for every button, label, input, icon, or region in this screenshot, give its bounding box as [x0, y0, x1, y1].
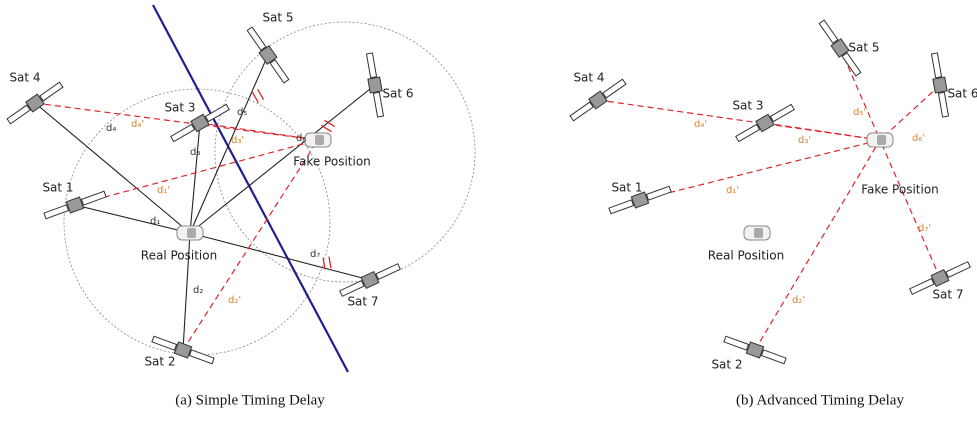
spoofed-distance-label: d₁' [157, 185, 170, 196]
solar-panel [7, 105, 30, 124]
satellite-label: Sat 3 [732, 99, 763, 113]
satellite [5, 80, 64, 127]
satellite-label: Sat 2 [711, 358, 742, 372]
car-window [754, 228, 763, 238]
sat-body [368, 77, 382, 93]
satellite-label: Sat 4 [9, 71, 40, 85]
spoofed-distance-label: d₂' [792, 295, 805, 306]
car [744, 226, 770, 240]
car-window [187, 228, 196, 238]
distance-label: d₂ [193, 285, 203, 296]
solar-panel [609, 200, 634, 214]
spoofed-distance-label: d₅' [853, 107, 866, 118]
solar-panel [247, 27, 266, 50]
car [867, 133, 893, 147]
labels: Sat 4 Sat 3 Sat 1 Sat 5 Sat 6 Sat 7 Sat 2 Real … [9, 11, 977, 409]
solar-panel [570, 102, 593, 121]
solar-panel [171, 124, 195, 141]
delay-mark [258, 89, 264, 99]
satellite-label: Sat 5 [848, 41, 879, 55]
fake-position-label: Fake Position [293, 155, 371, 169]
car-window [877, 135, 886, 145]
solar-panel [205, 104, 229, 121]
delay-mark [321, 125, 331, 131]
solar-panel [761, 350, 786, 364]
solar-panel [189, 350, 214, 364]
caption: (b) Advanced Timing Delay [736, 392, 904, 408]
solar-panel [366, 53, 376, 78]
solar-panel [81, 191, 106, 205]
spoofed-distance-label: d₂' [228, 295, 241, 306]
satellite-label: Sat 2 [144, 355, 175, 369]
satellite-label: Sat 4 [573, 71, 604, 85]
spoofed-distance-label: d₇' [918, 223, 931, 234]
solar-panel [842, 53, 861, 76]
solar-panel [40, 82, 63, 101]
solar-panel [819, 20, 838, 43]
spoofed-distance-label: d₃' [231, 135, 244, 146]
distance-label: d₃ [190, 147, 200, 158]
solar-panel [270, 60, 289, 83]
figure: Sat 4 Sat 3 Sat 1 Sat 5 Sat 6 Sat 7 Sat 2 Real … [0, 0, 977, 421]
spoofed-distance-label: d₄' [694, 119, 707, 130]
solar-panel [770, 104, 794, 121]
solar-panel [910, 279, 934, 295]
satellite-label: Sat 1 [611, 181, 642, 195]
sat-body [933, 77, 947, 93]
satellite-label: Sat 6 [947, 87, 977, 101]
spoofed-distance-label: d₃' [798, 135, 811, 146]
true-range [190, 123, 200, 233]
spoofed-range [765, 123, 880, 140]
spoofed-range [880, 140, 940, 278]
solar-panel [44, 205, 69, 219]
satellite-label: Sat 3 [164, 101, 195, 115]
range-circle [215, 22, 475, 282]
satellite-label: Sat 1 [42, 181, 73, 195]
distance-label: d₁ [150, 216, 160, 227]
spoofed-range [755, 140, 880, 350]
satellite [338, 261, 401, 299]
spoofed-range [183, 140, 318, 350]
solar-panel [736, 124, 760, 141]
satellite-label: Sat 7 [932, 288, 963, 302]
solar-panel [152, 336, 177, 350]
distance-label: d₄ [106, 123, 116, 134]
spoofed-range [640, 140, 880, 200]
real-position-label: Real Position [141, 249, 217, 263]
icons [5, 18, 971, 366]
solar-panel [603, 79, 626, 98]
satellite-label: Sat 5 [262, 11, 293, 25]
car [305, 133, 331, 147]
solar-panel [646, 186, 671, 200]
true-range [190, 55, 268, 233]
spoofed-distance-label: d₆' [912, 133, 925, 144]
satellite [364, 52, 387, 117]
delay-mark [329, 257, 331, 269]
satellite [929, 52, 952, 117]
fake-position-label: Fake Position [861, 183, 939, 197]
boundary-line [153, 5, 348, 372]
spoofed-distance-label: d₄' [131, 119, 144, 130]
solar-panel [946, 262, 970, 278]
satellite [245, 25, 292, 84]
real-position-label: Real Position [708, 249, 784, 263]
solar-panel [376, 264, 400, 280]
satellite-label: Sat 6 [382, 87, 413, 101]
distance-label: d₅ [237, 107, 247, 118]
spoofed-distance-label: d₁' [726, 185, 739, 196]
spoofed-range [880, 85, 940, 140]
satellite-label: Sat 7 [347, 295, 378, 309]
solar-panel [931, 53, 941, 78]
car [177, 226, 203, 240]
solar-panel [724, 336, 749, 350]
caption: (a) Simple Timing Delay [175, 392, 325, 408]
distance-label: d₆ [296, 133, 306, 144]
distance-label: d₇ [310, 249, 320, 260]
car-window [315, 135, 324, 145]
